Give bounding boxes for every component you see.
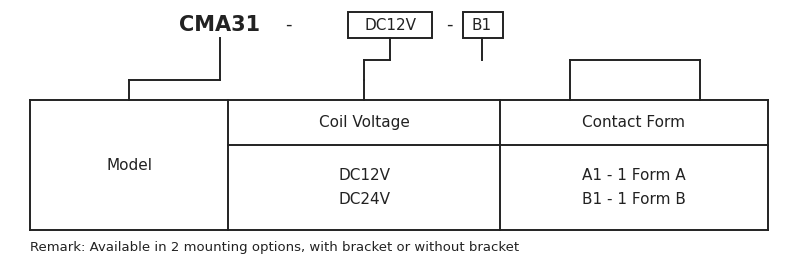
Text: Model: Model — [106, 158, 152, 172]
Text: DC12V: DC12V — [364, 17, 416, 33]
Text: -: - — [285, 16, 291, 34]
Text: Coil Voltage: Coil Voltage — [318, 115, 410, 130]
Text: -: - — [446, 16, 453, 34]
Text: Remark: Available in 2 mounting options, with bracket or without bracket: Remark: Available in 2 mounting options,… — [30, 242, 519, 254]
Text: Contact Form: Contact Form — [582, 115, 686, 130]
Text: B1: B1 — [472, 17, 492, 33]
Text: A1 - 1 Form A
B1 - 1 Form B: A1 - 1 Form A B1 - 1 Form B — [582, 168, 686, 207]
Text: CMA31: CMA31 — [179, 15, 261, 35]
Text: DC12V
DC24V: DC12V DC24V — [338, 168, 390, 207]
